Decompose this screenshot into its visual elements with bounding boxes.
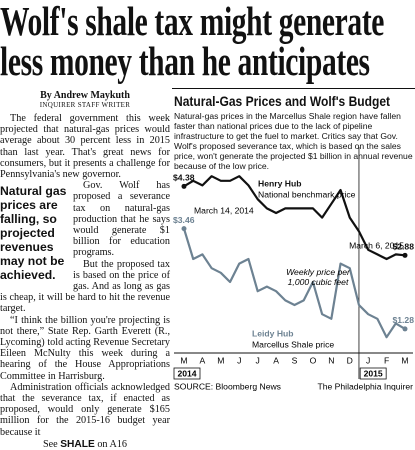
- paragraph: Administration officials acknowledged th…: [0, 381, 170, 438]
- x-tick-label: D: [347, 355, 353, 365]
- year-box: [173, 367, 201, 380]
- staff-line: INQUIRER STAFF WRITER: [39, 101, 131, 109]
- series-line: [182, 228, 406, 339]
- value-label: $4.38: [173, 173, 195, 183]
- year-label: 2015: [364, 368, 383, 378]
- series-name: Leidy Hub: [252, 328, 294, 338]
- end-point: [181, 226, 187, 232]
- series-line: [183, 175, 406, 261]
- year-box: [359, 367, 387, 380]
- series-description: Marcellus Shale price: [252, 339, 334, 349]
- paragraph: But the proposed tax is based on the pri…: [0, 258, 170, 315]
- x-tick-label: F: [384, 355, 389, 365]
- end-point: [402, 252, 408, 258]
- value-label: $3.46: [173, 215, 195, 225]
- year-label: 2014: [177, 368, 196, 378]
- byline: By Andrew Maykuth: [40, 90, 130, 101]
- paragraph: “I think the billion you're projecting i…: [0, 314, 170, 382]
- annotation: March 14, 2014: [194, 205, 254, 215]
- annotation: March 6, 2015: [349, 240, 404, 250]
- series-name: Henry Hub: [258, 178, 301, 188]
- end-point: [402, 326, 408, 332]
- headline: less money than he anticipates: [0, 38, 370, 84]
- x-tick-label: S: [292, 355, 298, 365]
- credit: The Philadelphia Inquirer: [317, 381, 413, 391]
- paragraph: The federal government this week project…: [0, 113, 170, 181]
- x-tick-label: A: [200, 355, 206, 365]
- headline: Wolf's shale tax might generate: [0, 0, 385, 44]
- x-tick-label: J: [256, 355, 260, 365]
- value-label: $1.28: [392, 315, 414, 325]
- x-tick-label: N: [328, 355, 334, 365]
- chart: M A M J J A S O N D J F M 2014 2015 $4.38 $2.88 $3.46 $1.2…: [173, 147, 414, 391]
- x-tick-label: M: [180, 355, 187, 365]
- jump-line: See SHALE on A16: [0, 439, 170, 450]
- x-tick-label: O: [310, 355, 317, 365]
- end-point: [181, 183, 187, 189]
- paragraph: Gov. Wolf has proposed a severance tax o…: [73, 180, 170, 259]
- value-label: $2.88: [392, 242, 414, 252]
- pull-quote: Natural gas prices are falling, so proje…: [0, 184, 67, 283]
- chart-subtitle: Natural-gas prices in the Marcellus Shal…: [174, 111, 413, 171]
- jump-page: on A16: [97, 438, 128, 450]
- x-tick-label: J: [366, 355, 370, 365]
- chart-box: M A M J J A S O N D J F M 2014 2015 $4.38 $2.88 $3.46 $1.2…: [172, 88, 415, 403]
- x-tick-label: A: [273, 355, 279, 365]
- annotation: Weekly price per 1,000 cubic feet: [286, 267, 351, 287]
- series-description: National benchmark price: [258, 189, 356, 199]
- jump-label: SHALE: [60, 438, 95, 450]
- article: By Andrew Maykuth INQUIRER STAFF WRITER …: [0, 90, 170, 450]
- x-tick-label: M: [401, 355, 408, 365]
- source: SOURCE: Bloomberg News: [174, 381, 281, 391]
- chart-title: Natural-Gas Prices and Wolf's Budget: [174, 93, 391, 109]
- jump-see: See: [42, 438, 58, 450]
- x-tick-label: M: [217, 355, 224, 365]
- x-tick-label: J: [237, 355, 241, 365]
